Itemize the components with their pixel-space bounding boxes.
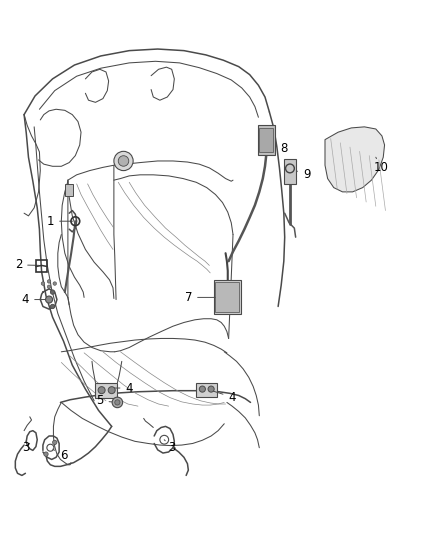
Text: 3: 3 (164, 440, 175, 454)
Circle shape (41, 282, 45, 285)
Bar (36, 260, 47, 272)
Text: 7: 7 (184, 291, 223, 304)
Circle shape (53, 440, 57, 445)
Circle shape (53, 282, 57, 285)
Bar (284, 159, 296, 184)
Bar (259, 128, 273, 152)
Circle shape (108, 386, 115, 394)
Circle shape (50, 304, 55, 309)
Text: 6: 6 (53, 449, 67, 462)
Bar (65, 184, 73, 196)
Text: 9: 9 (293, 168, 311, 181)
Circle shape (114, 151, 133, 171)
Bar (258, 125, 275, 155)
Bar (95, 383, 117, 398)
Circle shape (98, 386, 105, 394)
Circle shape (50, 290, 55, 294)
Bar (196, 383, 217, 397)
Text: 5: 5 (96, 394, 115, 407)
Circle shape (199, 386, 205, 392)
Polygon shape (325, 127, 385, 192)
Circle shape (208, 386, 214, 392)
Circle shape (47, 285, 51, 288)
Text: 2: 2 (14, 259, 39, 271)
Circle shape (47, 280, 51, 283)
Text: 10: 10 (374, 157, 389, 174)
Circle shape (46, 296, 53, 303)
Bar (215, 282, 239, 312)
Text: 3: 3 (22, 441, 30, 454)
Text: 4: 4 (209, 390, 236, 403)
Text: 4: 4 (110, 382, 133, 394)
Circle shape (118, 156, 129, 166)
Text: 4: 4 (21, 293, 46, 306)
Circle shape (112, 397, 123, 408)
Bar (214, 280, 241, 314)
Text: 1: 1 (46, 215, 73, 228)
Circle shape (115, 400, 120, 405)
Circle shape (44, 452, 48, 456)
Text: 8: 8 (269, 141, 287, 155)
